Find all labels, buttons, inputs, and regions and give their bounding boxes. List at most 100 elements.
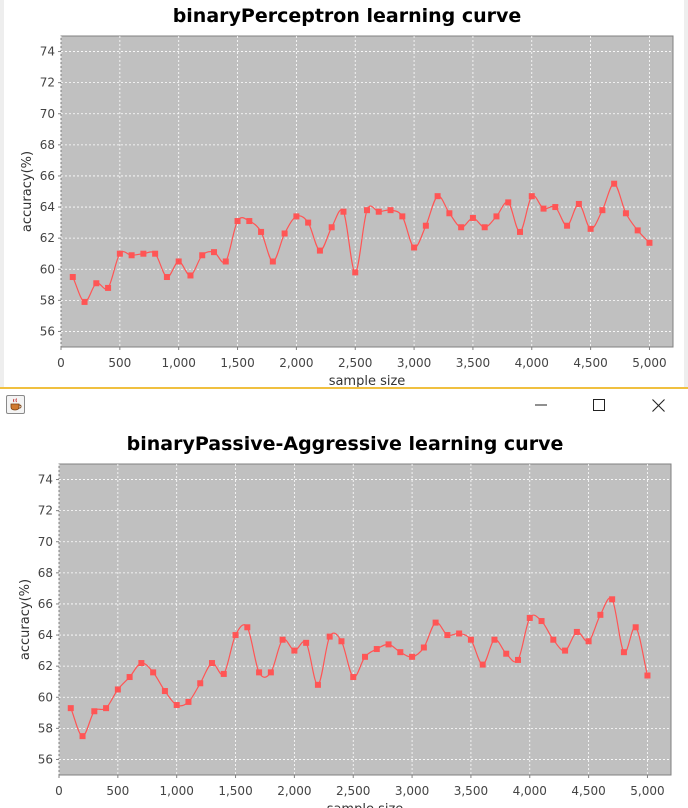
data-point: [291, 647, 298, 654]
y-tick-label: 58: [40, 293, 55, 307]
data-point: [67, 705, 74, 712]
passive-aggressive-learning-curve-chart: binaryPassive-Aggressive learning curve 0…: [18, 433, 672, 808]
y-tick-label: 62: [38, 659, 53, 673]
data-point: [116, 250, 123, 257]
data-point: [211, 249, 217, 256]
x-tick-label: 4,500: [573, 356, 607, 370]
window-titlebar[interactable]: [0, 389, 688, 421]
y-axis-label: accuracy(%): [20, 151, 35, 232]
data-point: [493, 213, 500, 220]
data-point: [609, 596, 616, 603]
y-tick-label: 64: [40, 200, 55, 214]
perceptron-chart-window: binaryPerceptron learning curve 0 500 1,000…: [0, 0, 688, 389]
data-point: [328, 224, 335, 231]
data-point: [597, 611, 604, 618]
chart-title: binaryPassive-Aggressive learning curve: [127, 433, 564, 455]
data-point: [644, 672, 651, 679]
data-point: [632, 624, 639, 631]
data-point: [552, 204, 559, 211]
passive-aggressive-chart-panel: binaryPassive-Aggressive learning curve 0…: [4, 429, 684, 808]
minimize-button[interactable]: [512, 389, 570, 421]
data-point: [114, 686, 121, 693]
x-tick-label: 3,500: [456, 356, 490, 370]
data-point: [197, 680, 204, 687]
data-point: [303, 639, 310, 646]
data-point: [517, 228, 523, 235]
data-point: [152, 250, 159, 257]
y-tick-label: 74: [40, 45, 55, 59]
data-point: [397, 649, 404, 656]
data-point: [279, 636, 286, 643]
data-point: [256, 669, 263, 676]
data-point: [585, 638, 592, 645]
x-tick-label: 4,000: [515, 356, 549, 370]
data-point: [505, 199, 512, 206]
y-tick-label: 64: [38, 628, 53, 642]
data-point: [234, 218, 241, 225]
data-point: [446, 210, 453, 217]
x-tick-label: 3,000: [397, 356, 431, 370]
data-point: [173, 702, 180, 709]
data-point: [528, 193, 535, 200]
data-point: [562, 647, 569, 654]
data-point: [399, 213, 406, 220]
close-button[interactable]: [629, 389, 687, 421]
data-point: [267, 669, 274, 676]
y-axis-label: accuracy(%): [18, 579, 33, 660]
x-tick-label: 0: [55, 784, 63, 798]
x-tick-label: 5,000: [632, 356, 666, 370]
x-tick-label: 2,000: [277, 784, 311, 798]
data-point: [458, 224, 465, 231]
data-point: [246, 218, 253, 225]
data-point: [409, 653, 416, 660]
data-point: [326, 633, 333, 640]
data-point: [456, 630, 463, 637]
x-tick-label: 500: [108, 356, 131, 370]
data-point: [411, 244, 418, 251]
y-tick-label: 66: [38, 597, 53, 611]
data-point: [199, 252, 206, 259]
data-point: [258, 228, 265, 235]
data-point: [434, 193, 441, 200]
x-tick-label: 500: [106, 784, 129, 798]
data-point: [79, 733, 86, 740]
y-tick-label: 60: [38, 690, 53, 704]
x-tick-label: 4,500: [571, 784, 605, 798]
y-tick-label: 66: [40, 169, 55, 183]
y-tick-label: 68: [40, 138, 55, 152]
data-point: [599, 207, 606, 214]
data-point: [467, 636, 474, 643]
data-point: [491, 636, 498, 643]
data-point: [573, 628, 580, 635]
data-point: [420, 644, 427, 651]
x-axis-label: sample size: [327, 802, 404, 808]
x-axis-label: sample size: [329, 374, 406, 387]
data-point: [93, 280, 100, 287]
data-point: [81, 298, 88, 305]
data-point: [350, 674, 357, 681]
data-point: [244, 624, 251, 631]
data-point: [103, 705, 110, 712]
data-point: [340, 208, 347, 215]
y-tick-label: 68: [38, 566, 53, 580]
data-point: [373, 646, 380, 653]
data-point: [646, 239, 653, 246]
data-point: [503, 650, 510, 657]
data-point: [564, 222, 571, 229]
data-point: [150, 669, 157, 676]
data-point: [622, 210, 629, 217]
data-point: [575, 200, 582, 207]
data-point: [128, 252, 135, 259]
x-tick-label: 2,500: [338, 356, 372, 370]
data-point: [314, 681, 321, 688]
data-point: [538, 618, 545, 625]
java-coffee-icon[interactable]: [6, 395, 25, 414]
data-point: [126, 674, 133, 681]
minimize-icon: [535, 404, 547, 406]
maximize-icon: [593, 399, 605, 411]
data-point: [432, 619, 439, 626]
maximize-button[interactable]: [570, 389, 628, 421]
x-tick-label: 1,500: [218, 784, 252, 798]
plot-area: [58, 463, 672, 776]
data-point: [338, 638, 345, 645]
